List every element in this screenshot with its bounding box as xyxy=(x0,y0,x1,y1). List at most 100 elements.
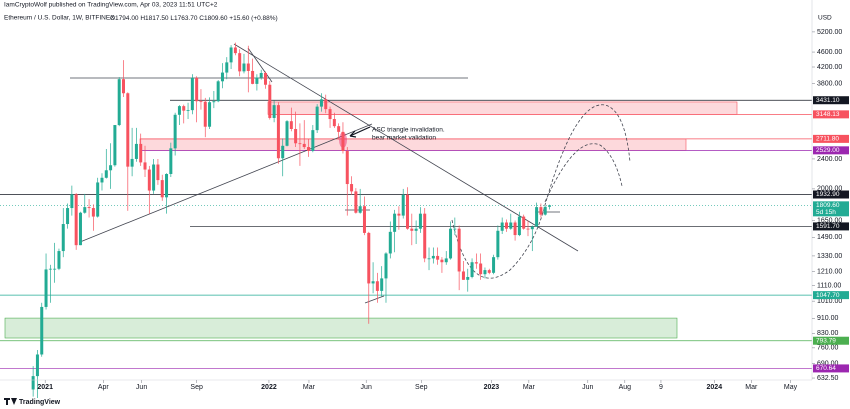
candle-body xyxy=(504,222,508,229)
candle-body xyxy=(294,128,298,144)
candle-body xyxy=(418,213,422,229)
x-tick-label: Jun xyxy=(582,384,593,391)
annotation: ASC triangle invalidation. xyxy=(372,127,445,134)
y-tick-label: 4200.00 xyxy=(817,64,842,71)
candle-body xyxy=(388,231,392,254)
candle-body xyxy=(78,212,82,246)
y-tick-label: 1110.00 xyxy=(817,282,841,289)
price-tag xyxy=(813,201,849,217)
price-tag xyxy=(813,110,849,119)
candle-body xyxy=(109,165,113,171)
candle-body xyxy=(414,228,418,231)
candle-body xyxy=(57,251,61,269)
candle-body xyxy=(509,222,513,229)
price-tag xyxy=(813,364,849,373)
axes: 5200.00 4600.00 4200.00 3800.00 2400.00 2000.… xyxy=(37,29,849,391)
projection xyxy=(451,104,631,279)
price-tag xyxy=(813,336,849,345)
candle-body xyxy=(530,226,534,230)
candle-body xyxy=(229,47,233,63)
candle-body xyxy=(177,106,181,115)
candle-body xyxy=(449,228,453,259)
candle-body xyxy=(548,205,552,207)
candle-body xyxy=(384,253,388,279)
price-tag-label: 670.64 xyxy=(816,365,836,372)
price-axis xyxy=(812,0,850,380)
candle-body xyxy=(487,270,491,273)
y-tick-label: 5200.00 xyxy=(817,29,842,36)
candle-body xyxy=(251,70,255,84)
x-tick-label: 2021 xyxy=(37,384,53,391)
change: +15.60 (+0.88%) xyxy=(229,15,277,22)
candle-body xyxy=(496,230,500,258)
currency: USD xyxy=(818,15,832,22)
publisher: IamCryptoWolf published on TradingView.c… xyxy=(4,2,218,9)
candle-body xyxy=(457,228,461,272)
candle-body xyxy=(195,77,199,102)
price-tag-label: 1047.70 xyxy=(816,292,840,299)
candle-body xyxy=(134,143,138,159)
candle-body xyxy=(268,84,272,118)
price-tag xyxy=(813,222,849,231)
trend-line xyxy=(233,43,579,252)
y-tick-label: 830.00 xyxy=(817,330,839,337)
candle-body xyxy=(539,207,543,215)
candle-body xyxy=(233,47,237,54)
candle-body xyxy=(216,81,220,102)
candle-body xyxy=(350,184,354,192)
candle-body xyxy=(242,63,246,72)
zone xyxy=(267,101,738,115)
candle-body xyxy=(479,263,483,275)
candle-body xyxy=(91,208,95,217)
price-tag xyxy=(813,146,849,155)
candle-body xyxy=(143,162,147,170)
candle-body xyxy=(362,206,366,233)
candle-body xyxy=(431,255,435,259)
y-tick-label: 3800.00 xyxy=(817,80,842,87)
x-tick-label: 2023 xyxy=(484,384,500,391)
candle-body xyxy=(160,180,164,198)
price-tag-label: 1591.70 xyxy=(816,223,840,230)
candle-body xyxy=(35,354,39,377)
drawings xyxy=(70,43,631,304)
y-tick-label: 1650.00 xyxy=(817,217,842,224)
candle-body xyxy=(238,53,242,72)
candle-body xyxy=(212,101,216,103)
candle-body xyxy=(328,109,332,120)
brand: TradingView xyxy=(19,399,61,406)
symbol: Ethereum / U.S. Dollar, 1W, BITFINEX xyxy=(4,15,115,22)
candle-body xyxy=(406,194,410,229)
candle-body xyxy=(152,164,156,191)
candle-body xyxy=(113,125,117,166)
candle-body xyxy=(319,99,323,107)
ohlc-value: O1794.00 xyxy=(110,15,140,22)
zones xyxy=(4,101,738,339)
candle-body xyxy=(436,255,440,260)
price-tag xyxy=(813,190,849,199)
candle-body xyxy=(31,376,35,390)
candle-body xyxy=(358,206,362,213)
price-tag-label: 3148.13 xyxy=(816,111,840,118)
candle-body xyxy=(367,232,371,284)
candle-body xyxy=(285,121,289,146)
candle-body xyxy=(470,262,474,277)
candle-body xyxy=(444,258,448,263)
x-tick-label: Mar xyxy=(745,384,758,391)
candle-body xyxy=(526,228,530,230)
candle-body xyxy=(83,207,87,213)
candle-body xyxy=(272,105,276,118)
candle-body xyxy=(203,101,207,127)
y-tick-label: 2400.00 xyxy=(817,156,842,163)
x-tick-label: 9 xyxy=(659,384,663,391)
candle-body xyxy=(44,269,48,307)
price-tag-label: 1809.60 xyxy=(816,202,840,209)
candle-body xyxy=(337,126,341,132)
x-tick-label: Mar xyxy=(303,384,316,391)
candle-body xyxy=(100,177,104,183)
candle-body xyxy=(401,194,405,216)
x-tick-label: Mar xyxy=(523,384,536,391)
ohlc-value: C1809.60 xyxy=(199,15,229,22)
y-tick-label: 1010.00 xyxy=(817,298,842,305)
y-tick-label: 910.00 xyxy=(817,315,839,322)
